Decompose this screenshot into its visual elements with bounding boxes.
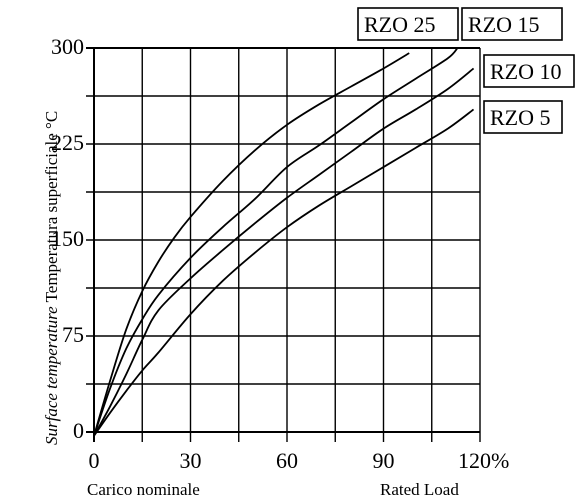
y-tick-label: 300 (51, 34, 84, 59)
x-axis-label-english: Rated Load (380, 480, 459, 499)
x-tick-label: 120% (458, 448, 509, 473)
series-label-rzo-10: RZO 10 (483, 54, 575, 88)
y-axis-label-english: Surface temperature (42, 306, 61, 445)
x-tick-labels: 0 30 60 90 120% (89, 448, 510, 473)
series-lines (93, 47, 475, 437)
series-label-rzo-5: RZO 5 (483, 100, 563, 134)
series-label-text: RZO 15 (468, 12, 540, 37)
series-label-box (483, 100, 563, 134)
series-label-rzo-25: RZO 25 (357, 7, 459, 41)
y-axis-label-italian: Temperatura superficiale (42, 133, 61, 302)
x-tick-label: 90 (373, 448, 395, 473)
series-line-rzo-25 (93, 52, 410, 437)
grid (86, 47, 481, 442)
series-label-box (461, 7, 563, 41)
y-tick-labels: 0 75 150 225 300 (51, 34, 84, 443)
series-label-box (483, 54, 575, 88)
series-label-text: RZO 5 (490, 105, 551, 130)
y-tick-label: 75 (62, 322, 84, 347)
y-tick-label: 150 (51, 226, 84, 251)
x-tick-label: 60 (276, 448, 298, 473)
y-axis-label: Surface temperature Temperatura superfic… (42, 111, 61, 445)
y-tick-label: 0 (73, 418, 84, 443)
y-tick-label: 225 (51, 130, 84, 155)
series-label-rzo-15: RZO 15 (461, 7, 563, 41)
series-label-text: RZO 10 (490, 59, 562, 84)
x-tick-label: 30 (180, 448, 202, 473)
series-label-box (357, 7, 459, 41)
series-label-text: RZO 25 (364, 12, 436, 37)
series-line-rzo-15 (93, 47, 459, 437)
x-axis-label-italian: Carico nominale (87, 480, 200, 499)
series-line-rzo-10 (93, 67, 475, 437)
x-tick-label: 0 (89, 448, 100, 473)
y-axis-unit: °C (42, 111, 61, 129)
series-label-boxes: RZO 25 RZO 15 RZO 10 RZO 5 (357, 7, 575, 134)
series-line-rzo-5 (93, 108, 475, 437)
